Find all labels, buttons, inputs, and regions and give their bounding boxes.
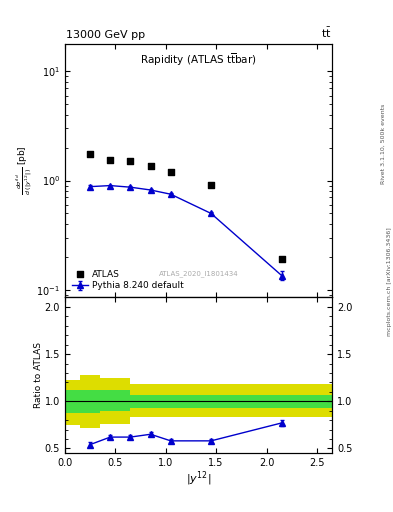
ATLAS	[279, 255, 285, 264]
ATLAS	[167, 168, 174, 176]
ATLAS	[147, 162, 154, 170]
Text: Rivet 3.1.10, 500k events: Rivet 3.1.10, 500k events	[381, 103, 386, 183]
Y-axis label: $\frac{d\sigma^{fid}}{d\,(\,|y^{12}|\,)}$ [pb]: $\frac{d\sigma^{fid}}{d\,(\,|y^{12}|\,)}…	[15, 145, 35, 196]
Text: 13000 GeV pp: 13000 GeV pp	[66, 30, 145, 40]
X-axis label: $|y^{12}|$: $|y^{12}|$	[186, 470, 211, 488]
ATLAS	[127, 157, 134, 165]
Text: ATLAS_2020_I1801434: ATLAS_2020_I1801434	[159, 270, 238, 277]
Text: mcplots.cern.ch [arXiv:1306.3436]: mcplots.cern.ch [arXiv:1306.3436]	[387, 227, 391, 336]
ATLAS	[87, 150, 93, 158]
Text: t$\bar{\rm t}$: t$\bar{\rm t}$	[321, 26, 332, 40]
ATLAS	[208, 180, 214, 188]
Text: Rapidity (ATLAS t$\overline{\rm t}$bar): Rapidity (ATLAS t$\overline{\rm t}$bar)	[140, 51, 257, 68]
Y-axis label: Ratio to ATLAS: Ratio to ATLAS	[34, 343, 43, 408]
ATLAS	[107, 156, 113, 164]
Legend: ATLAS, Pythia 8.240 default: ATLAS, Pythia 8.240 default	[69, 267, 186, 293]
